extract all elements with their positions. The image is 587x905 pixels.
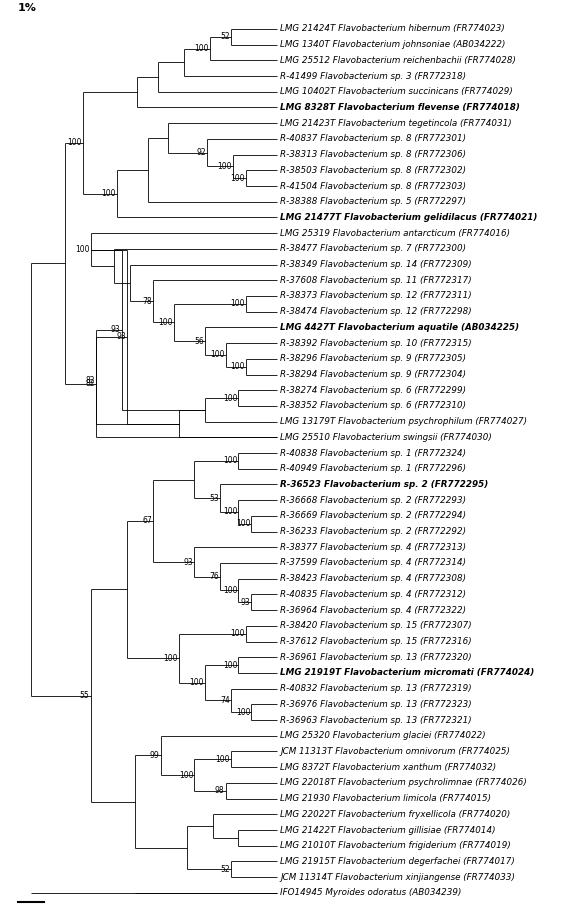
Text: 100: 100 [223,586,237,595]
Text: 67: 67 [142,516,152,525]
Text: 100: 100 [218,162,232,171]
Text: JCM 11314T Flavobacterium xinjiangense (FR774033): JCM 11314T Flavobacterium xinjiangense (… [280,872,515,881]
Text: 100: 100 [223,508,237,517]
Text: LMG 21919T Flavobacterium micromati (FR774024): LMG 21919T Flavobacterium micromati (FR7… [280,669,534,678]
Text: LMG 25319 Flavobacterium antarcticum (FR774016): LMG 25319 Flavobacterium antarcticum (FR… [280,229,510,238]
Text: 93: 93 [111,325,120,334]
Text: R-38274 Flavobacterium sp. 6 (FR772299): R-38274 Flavobacterium sp. 6 (FR772299) [280,386,466,395]
Text: 82: 82 [85,379,95,388]
Text: LMG 22018T Flavobacterium psychrolimnae (FR774026): LMG 22018T Flavobacterium psychrolimnae … [280,778,527,787]
Text: R-38388 Flavobacterium sp. 5 (FR772297): R-38388 Flavobacterium sp. 5 (FR772297) [280,197,466,206]
Text: 100: 100 [223,661,237,670]
Text: LMG 25510 Flavobacterium swingsii (FR774030): LMG 25510 Flavobacterium swingsii (FR774… [280,433,492,442]
Text: R-40832 Flavobacterium sp. 13 (FR772319): R-40832 Flavobacterium sp. 13 (FR772319) [280,684,472,693]
Text: 100: 100 [189,678,204,687]
Text: LMG 25512 Flavobacterium reichenbachii (FR774028): LMG 25512 Flavobacterium reichenbachii (… [280,56,516,65]
Text: 76: 76 [210,572,219,581]
Text: R-40949 Flavobacterium sp. 1 (FR772296): R-40949 Flavobacterium sp. 1 (FR772296) [280,464,466,473]
Text: 100: 100 [223,456,237,465]
Text: 100: 100 [231,174,245,183]
Text: LMG 21010T Flavobacterium frigiderium (FR774019): LMG 21010T Flavobacterium frigiderium (F… [280,842,511,850]
Text: 100: 100 [210,350,224,359]
Text: 100: 100 [231,362,245,371]
Text: R-40838 Flavobacterium sp. 1 (FR772324): R-40838 Flavobacterium sp. 1 (FR772324) [280,449,466,458]
Text: 93: 93 [184,557,193,567]
Text: LMG 13179T Flavobacterium psychrophilum (FR774027): LMG 13179T Flavobacterium psychrophilum … [280,417,527,426]
Text: 100: 100 [231,629,245,638]
Text: R-38294 Flavobacterium sp. 9 (FR772304): R-38294 Flavobacterium sp. 9 (FR772304) [280,370,466,379]
Text: LMG 21915T Flavobacterium degerfachei (FR774017): LMG 21915T Flavobacterium degerfachei (F… [280,857,515,866]
Text: 100: 100 [75,245,89,254]
Text: 52: 52 [220,865,230,874]
Text: LMG 22022T Flavobacterium fryxellicola (FR774020): LMG 22022T Flavobacterium fryxellicola (… [280,810,511,819]
Text: 53: 53 [210,494,219,502]
Text: R-38377 Flavobacterium sp. 4 (FR772313): R-38377 Flavobacterium sp. 4 (FR772313) [280,543,466,552]
Text: 82: 82 [85,376,95,385]
Text: 92: 92 [197,148,206,157]
Text: R-36233 Flavobacterium sp. 2 (FR772292): R-36233 Flavobacterium sp. 2 (FR772292) [280,527,466,536]
Text: JCM 11313T Flavobacterium omnivorum (FR774025): JCM 11313T Flavobacterium omnivorum (FR7… [280,747,510,756]
Text: R-36668 Flavobacterium sp. 2 (FR772293): R-36668 Flavobacterium sp. 2 (FR772293) [280,496,466,505]
Text: LMG 10402T Flavobacterium succinicans (FR774029): LMG 10402T Flavobacterium succinicans (F… [280,87,513,96]
Text: R-40837 Flavobacterium sp. 8 (FR772301): R-40837 Flavobacterium sp. 8 (FR772301) [280,134,466,143]
Text: R-38373 Flavobacterium sp. 12 (FR772311): R-38373 Flavobacterium sp. 12 (FR772311) [280,291,472,300]
Text: 100: 100 [179,770,193,779]
Text: LMG 21423T Flavobacterium tegetincola (FR774031): LMG 21423T Flavobacterium tegetincola (F… [280,119,512,128]
Text: R-37599 Flavobacterium sp. 4 (FR772314): R-37599 Flavobacterium sp. 4 (FR772314) [280,558,466,567]
Text: 74: 74 [220,696,230,705]
Text: 1%: 1% [18,3,37,13]
Text: R-36963 Flavobacterium sp. 13 (FR772321): R-36963 Flavobacterium sp. 13 (FR772321) [280,716,472,725]
Text: R-37612 Flavobacterium sp. 15 (FR772316): R-37612 Flavobacterium sp. 15 (FR772316) [280,637,472,646]
Text: R-36523 Flavobacterium sp. 2 (FR772295): R-36523 Flavobacterium sp. 2 (FR772295) [280,480,488,489]
Text: LMG 21424T Flavobacterium hibernum (FR774023): LMG 21424T Flavobacterium hibernum (FR77… [280,24,505,33]
Text: 93: 93 [241,598,251,606]
Text: 100: 100 [101,189,116,198]
Text: R-36961 Flavobacterium sp. 13 (FR772320): R-36961 Flavobacterium sp. 13 (FR772320) [280,653,472,662]
Text: R-38349 Flavobacterium sp. 14 (FR772309): R-38349 Flavobacterium sp. 14 (FR772309) [280,260,472,269]
Text: R-38423 Flavobacterium sp. 4 (FR772308): R-38423 Flavobacterium sp. 4 (FR772308) [280,574,466,583]
Text: R-38477 Flavobacterium sp. 7 (FR772300): R-38477 Flavobacterium sp. 7 (FR772300) [280,244,466,253]
Text: 100: 100 [158,318,173,327]
Text: 100: 100 [67,138,82,148]
Text: LMG 25320 Flavobacterium glaciei (FR774022): LMG 25320 Flavobacterium glaciei (FR7740… [280,731,486,740]
Text: LMG 21477T Flavobacterium gelidilacus (FR774021): LMG 21477T Flavobacterium gelidilacus (F… [280,213,538,222]
Text: 52: 52 [220,33,230,42]
Text: R-38296 Flavobacterium sp. 9 (FR772305): R-38296 Flavobacterium sp. 9 (FR772305) [280,354,466,363]
Text: R-38352 Flavobacterium sp. 6 (FR772310): R-38352 Flavobacterium sp. 6 (FR772310) [280,402,466,410]
Text: 98: 98 [215,786,224,795]
Text: 99: 99 [150,751,160,760]
Text: LMG 1340T Flavobacterium johnsoniae (AB034222): LMG 1340T Flavobacterium johnsoniae (AB0… [280,40,505,49]
Text: LMG 8328T Flavobacterium flevense (FR774018): LMG 8328T Flavobacterium flevense (FR774… [280,103,520,112]
Text: 100: 100 [231,300,245,309]
Text: 55: 55 [80,691,89,700]
Text: 56: 56 [194,337,204,346]
Text: R-36964 Flavobacterium sp. 4 (FR772322): R-36964 Flavobacterium sp. 4 (FR772322) [280,605,466,614]
Text: 100: 100 [223,394,237,403]
Text: 100: 100 [236,708,251,717]
Text: 78: 78 [142,297,152,306]
Text: R-37608 Flavobacterium sp. 11 (FR772317): R-37608 Flavobacterium sp. 11 (FR772317) [280,276,472,285]
Text: R-38313 Flavobacterium sp. 8 (FR772306): R-38313 Flavobacterium sp. 8 (FR772306) [280,150,466,159]
Text: R-41499 Flavobacterium sp. 3 (FR772318): R-41499 Flavobacterium sp. 3 (FR772318) [280,71,466,81]
Text: IFO14945 Myroides odoratus (AB034239): IFO14945 Myroides odoratus (AB034239) [280,889,461,898]
Text: R-40835 Flavobacterium sp. 4 (FR772312): R-40835 Flavobacterium sp. 4 (FR772312) [280,590,466,599]
Text: 100: 100 [163,653,178,662]
Text: 93: 93 [116,332,126,341]
Text: R-36976 Flavobacterium sp. 13 (FR772323): R-36976 Flavobacterium sp. 13 (FR772323) [280,700,472,709]
Text: LMG 8372T Flavobacterium xanthum (FR774032): LMG 8372T Flavobacterium xanthum (FR7740… [280,763,496,772]
Text: 100: 100 [236,519,251,529]
Text: 100: 100 [194,44,209,53]
Text: R-36669 Flavobacterium sp. 2 (FR772294): R-36669 Flavobacterium sp. 2 (FR772294) [280,511,466,520]
Text: R-38503 Flavobacterium sp. 8 (FR772302): R-38503 Flavobacterium sp. 8 (FR772302) [280,166,466,175]
Text: 100: 100 [215,755,230,764]
Text: R-38392 Flavobacterium sp. 10 (FR772315): R-38392 Flavobacterium sp. 10 (FR772315) [280,338,472,348]
Text: R-38474 Flavobacterium sp. 12 (FR772298): R-38474 Flavobacterium sp. 12 (FR772298) [280,307,472,316]
Text: LMG 21930 Flavobacterium limicola (FR774015): LMG 21930 Flavobacterium limicola (FR774… [280,794,491,803]
Text: LMG 21422T Flavobacterium gillisiae (FR774014): LMG 21422T Flavobacterium gillisiae (FR7… [280,825,495,834]
Text: R-41504 Flavobacterium sp. 8 (FR772303): R-41504 Flavobacterium sp. 8 (FR772303) [280,182,466,191]
Text: R-38420 Flavobacterium sp. 15 (FR772307): R-38420 Flavobacterium sp. 15 (FR772307) [280,622,472,630]
Text: LMG 4427T Flavobacterium aquatile (AB034225): LMG 4427T Flavobacterium aquatile (AB034… [280,323,519,332]
